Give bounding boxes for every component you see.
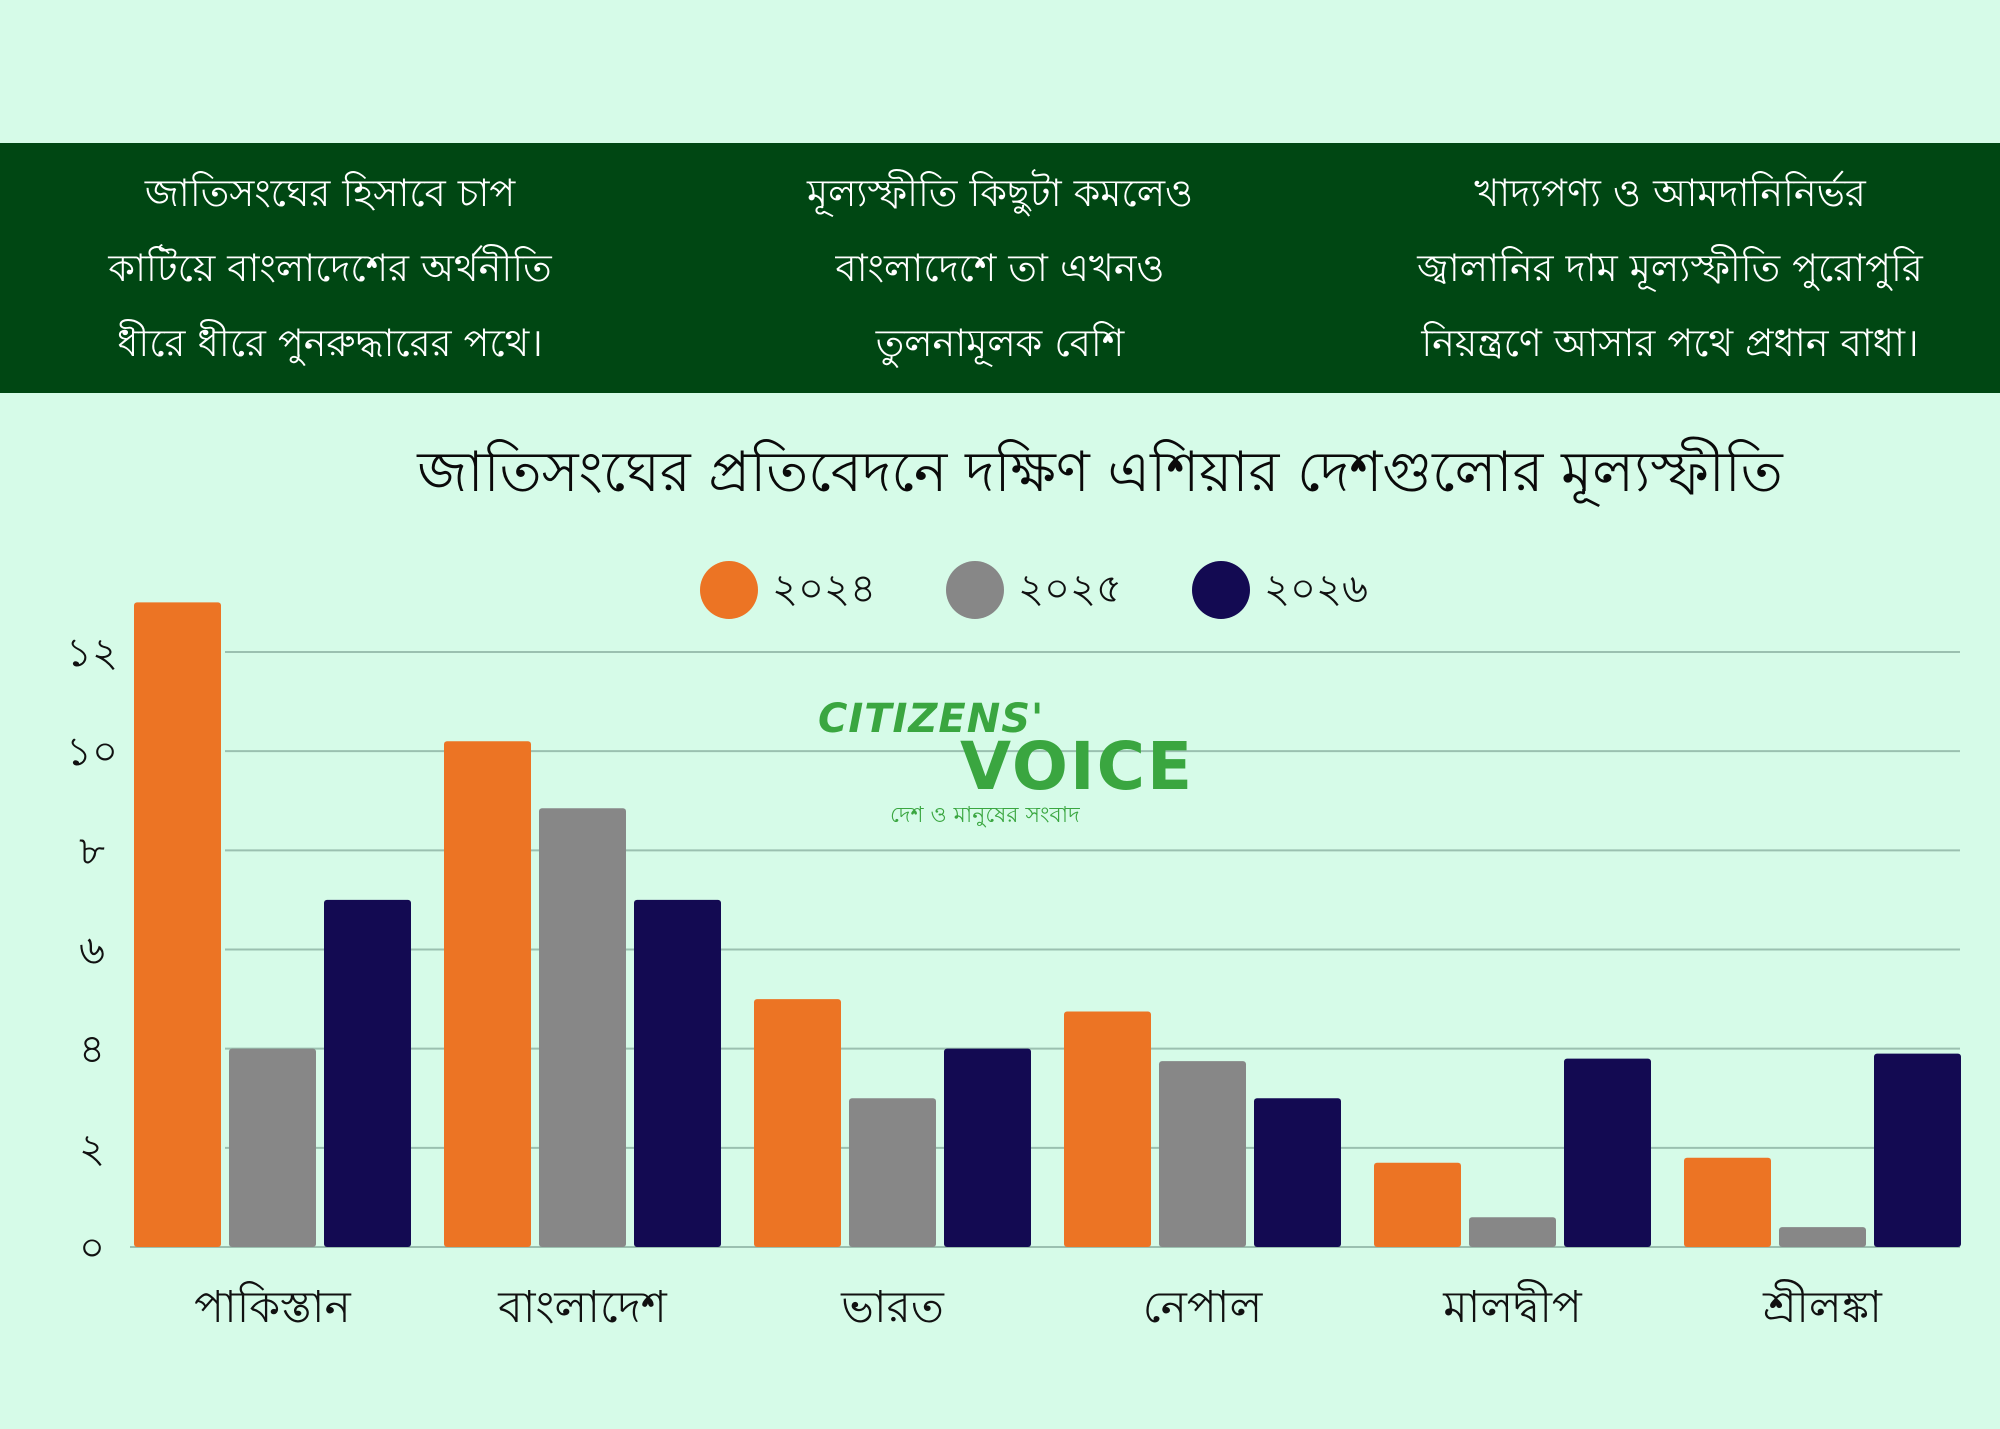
banner-line: মূল্যস্ফীতি কিছুটা কমলেও bbox=[807, 170, 1193, 215]
x-category-label: পাকিস্তান bbox=[194, 1281, 351, 1333]
banner-line: খাদ্যপণ্য ও আমদানিনির্ভর bbox=[1474, 170, 1866, 215]
legend-swatch-2024 bbox=[700, 561, 758, 619]
bar bbox=[324, 899, 411, 1247]
bar bbox=[849, 1098, 936, 1247]
x-category-label: নেপাল bbox=[1143, 1282, 1264, 1333]
x-category-label: মালদ্বীপ bbox=[1442, 1279, 1583, 1333]
bar bbox=[754, 999, 841, 1247]
x-category-label: বাংলাদেশ bbox=[497, 1282, 668, 1333]
legend-item-2025: ২০২৫ bbox=[945, 557, 1122, 624]
y-tick-label: ১২ bbox=[66, 630, 118, 676]
legend-item-2026: ২০২৬ bbox=[1191, 557, 1368, 624]
banner-column-1: জাতিসংঘের হিসাবে চাপ কাটিয়ে বাংলাদেশের … bbox=[20, 156, 640, 381]
banner-column-3: খাদ্যপণ্য ও আমদানিনির্ভর জ্বালানির দাম ম… bbox=[1360, 156, 1980, 381]
banner-line: বাংলাদেশে তা এখনও bbox=[835, 245, 1165, 290]
bar bbox=[1564, 1058, 1651, 1247]
citizens-voice-logo: CITIZENS' VOICE দেশ ও মানুষের সংবাদ bbox=[810, 690, 1192, 830]
banner-line: তুলনামূলক বেশি bbox=[875, 320, 1125, 365]
x-category-label: ভারত bbox=[840, 1282, 945, 1333]
bar bbox=[1779, 1227, 1866, 1247]
bar bbox=[1374, 1162, 1461, 1247]
bar bbox=[1159, 1061, 1246, 1247]
bar bbox=[1064, 1011, 1151, 1247]
bar bbox=[1874, 1053, 1961, 1247]
banner-line: ধীরে ধীরে পুনরুদ্ধারের পথে। bbox=[117, 320, 543, 365]
logo-tagline: দেশ ও মানুষের সংবাদ bbox=[890, 803, 1080, 828]
y-tick-label: ১০ bbox=[66, 729, 118, 775]
logo-voice-text: VOICE bbox=[960, 728, 1195, 805]
banner-line: কাটিয়ে বাংলাদেশের অর্থনীতি bbox=[108, 245, 552, 290]
chart-title: জাতিসংঘের প্রতিবেদনে দক্ষিণ এশিয়ার দেশগ… bbox=[417, 440, 1783, 505]
legend-item-2024: ২০২৪ bbox=[700, 557, 876, 624]
banner-column-2: মূল্যস্ফীতি কিছুটা কমলেও বাংলাদেশে তা এখ… bbox=[690, 156, 1310, 381]
summary-banner: জাতিসংঘের হিসাবে চাপ কাটিয়ে বাংলাদেশের … bbox=[0, 143, 2000, 393]
bar bbox=[1684, 1157, 1771, 1247]
bar bbox=[229, 1048, 316, 1247]
bar bbox=[944, 1048, 1031, 1247]
y-tick-label: ৬ bbox=[79, 928, 105, 974]
y-tick-label: ৮ bbox=[79, 828, 105, 874]
banner-line: নিয়ন্ত্রণে আসার পথে প্রধান বাধা। bbox=[1421, 320, 1919, 365]
bar bbox=[134, 602, 221, 1247]
bar bbox=[1469, 1217, 1556, 1247]
y-tick-label: ০ bbox=[79, 1225, 105, 1271]
bar bbox=[1254, 1098, 1341, 1247]
x-category-label: শ্রীলঙ্কা bbox=[1762, 1279, 1883, 1333]
y-tick-label: ৪ bbox=[79, 1027, 105, 1073]
legend-label-2025: ২০২৫ bbox=[1017, 565, 1122, 612]
y-tick-label: ২ bbox=[79, 1126, 105, 1172]
legend-label-2026: ২০২৬ bbox=[1263, 565, 1368, 612]
bar bbox=[539, 808, 626, 1247]
chart-legend: ২০২৪ ২০২৫ ২০২৬ bbox=[700, 555, 1480, 625]
logo-citizens-text: CITIZENS' bbox=[818, 696, 1045, 742]
legend-swatch-2026 bbox=[1191, 561, 1250, 619]
legend-swatch-2025 bbox=[945, 561, 1004, 619]
legend-label-2024: ২০২৪ bbox=[772, 565, 876, 612]
banner-line: জ্বালানির দাম মূল্যস্ফীতি পুরোপুরি bbox=[1417, 245, 1923, 290]
banner-line: জাতিসংঘের হিসাবে চাপ bbox=[144, 170, 516, 215]
bar bbox=[444, 741, 531, 1247]
bar bbox=[634, 899, 721, 1247]
